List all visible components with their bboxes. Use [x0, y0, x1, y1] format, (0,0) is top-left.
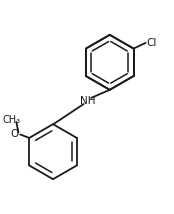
- Text: CH₃: CH₃: [3, 115, 21, 125]
- Text: O: O: [11, 129, 19, 139]
- Text: NH: NH: [80, 96, 95, 106]
- Text: Cl: Cl: [147, 38, 157, 48]
